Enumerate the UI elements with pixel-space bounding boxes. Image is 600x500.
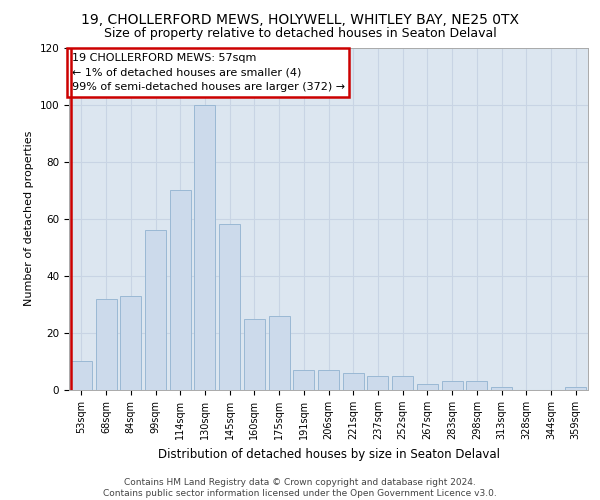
Bar — [491, 387, 512, 390]
Text: 19, CHOLLERFORD MEWS, HOLYWELL, WHITLEY BAY, NE25 0TX: 19, CHOLLERFORD MEWS, HOLYWELL, WHITLEY … — [81, 12, 519, 26]
Bar — [194, 104, 215, 390]
Bar — [145, 230, 166, 390]
Bar — [318, 370, 339, 390]
Text: Size of property relative to detached houses in Seaton Delaval: Size of property relative to detached ho… — [104, 28, 496, 40]
Bar — [367, 376, 388, 390]
Bar — [120, 296, 141, 390]
Bar — [71, 362, 92, 390]
Bar — [219, 224, 240, 390]
Y-axis label: Number of detached properties: Number of detached properties — [24, 131, 34, 306]
Bar — [466, 382, 487, 390]
Bar — [293, 370, 314, 390]
Bar — [95, 298, 116, 390]
X-axis label: Distribution of detached houses by size in Seaton Delaval: Distribution of detached houses by size … — [157, 448, 499, 460]
Bar — [442, 382, 463, 390]
Bar — [392, 376, 413, 390]
Bar — [244, 318, 265, 390]
Bar — [269, 316, 290, 390]
Bar — [170, 190, 191, 390]
Bar — [343, 373, 364, 390]
Bar — [417, 384, 438, 390]
Bar — [565, 387, 586, 390]
Text: Contains HM Land Registry data © Crown copyright and database right 2024.
Contai: Contains HM Land Registry data © Crown c… — [103, 478, 497, 498]
Text: 19 CHOLLERFORD MEWS: 57sqm
← 1% of detached houses are smaller (4)
99% of semi-d: 19 CHOLLERFORD MEWS: 57sqm ← 1% of detac… — [71, 52, 345, 92]
